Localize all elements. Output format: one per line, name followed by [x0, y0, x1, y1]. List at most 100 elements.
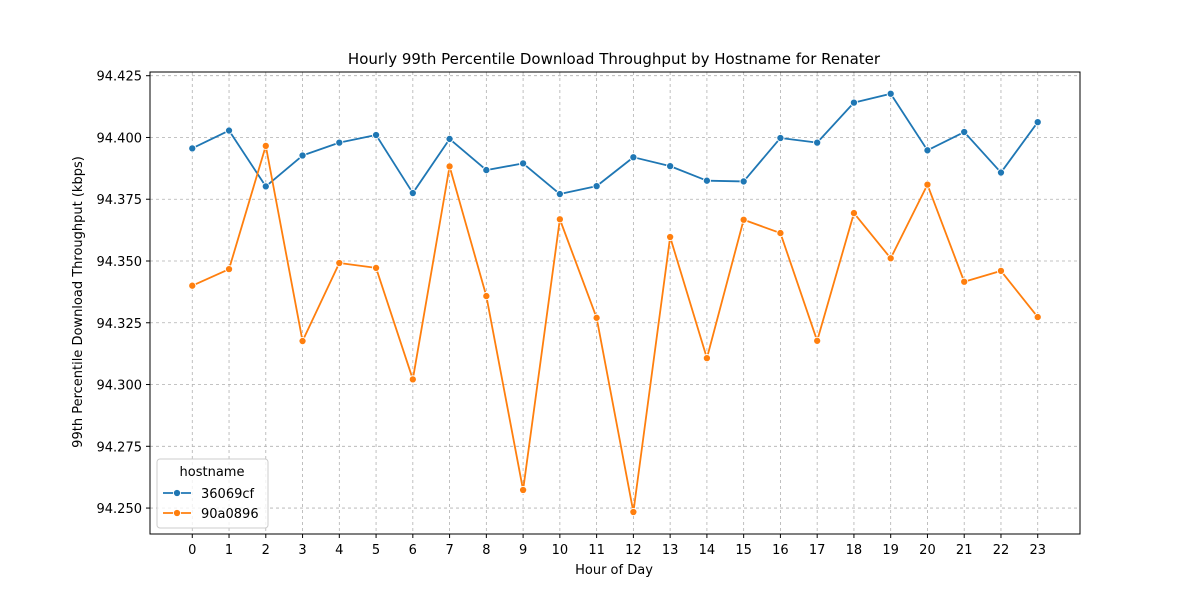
series-36069cf — [188, 89, 1042, 199]
legend-label: 36069cf — [201, 487, 255, 502]
data-point — [592, 182, 601, 191]
data-point — [923, 180, 932, 189]
series-layer — [188, 89, 1042, 517]
legend-entry-90a0896: 90a0896 — [163, 507, 259, 522]
data-point — [776, 133, 785, 143]
y-axis-label: 99th Percentile Download Throughput (kbp… — [71, 156, 86, 448]
x-tick-label: 7 — [445, 543, 453, 558]
x-tick-label: 17 — [809, 543, 826, 558]
data-point — [408, 375, 417, 384]
data-point — [482, 292, 491, 301]
y-tick-label: 94.400 — [97, 131, 143, 146]
legend-label: 90a0896 — [201, 507, 259, 522]
legend-box — [156, 458, 269, 529]
data-point — [224, 265, 234, 274]
x-tick-label: 23 — [1029, 543, 1046, 558]
data-point — [555, 189, 564, 199]
series-line — [191, 92, 1039, 195]
x-tick-label: 13 — [662, 543, 679, 558]
data-point — [666, 162, 675, 171]
axes-frame — [149, 71, 1081, 535]
legend-swatch-marker — [172, 508, 182, 518]
data-point — [849, 209, 858, 218]
data-point — [666, 232, 675, 242]
legend-title: hostname — [180, 465, 245, 480]
data-point — [923, 146, 932, 155]
data-point — [629, 153, 638, 162]
data-point — [996, 266, 1006, 275]
x-tick-label: 0 — [188, 543, 196, 558]
data-point — [445, 162, 454, 171]
x-tick-label: 1 — [225, 543, 233, 558]
series-90a0896 — [188, 141, 1042, 517]
data-point — [776, 229, 785, 238]
x-tick-label: 16 — [772, 543, 789, 558]
y-tick-label: 94.300 — [97, 379, 143, 394]
series-line — [191, 144, 1039, 513]
data-point — [519, 159, 528, 168]
y-tick-label: 94.325 — [97, 317, 143, 332]
x-tick-label: 12 — [625, 543, 642, 558]
data-point — [1033, 313, 1042, 322]
data-point — [224, 126, 234, 135]
data-point — [702, 354, 711, 363]
legend: hostname 36069cf 90a0896 — [156, 458, 269, 529]
data-point — [261, 182, 270, 191]
data-point — [1033, 118, 1042, 127]
x-tick-label: 14 — [699, 543, 716, 558]
x-tick-label: 22 — [993, 543, 1010, 558]
data-point — [298, 336, 307, 346]
y-tick-label: 94.350 — [97, 255, 143, 270]
data-point — [960, 277, 969, 286]
data-point — [849, 98, 858, 107]
data-point — [188, 281, 197, 290]
data-point — [702, 176, 711, 185]
x-tick-label: 21 — [956, 543, 973, 558]
x-tick-label: 10 — [552, 543, 569, 558]
x-tick-label: 19 — [882, 543, 899, 558]
chart-title: Hourly 99th Percentile Download Throughp… — [348, 50, 881, 68]
grid-lines — [150, 72, 1080, 534]
axis-ticks: 0 1 2 3 4 5 6 7 8 9 10 11 12 13 14 15 16 17 18 19 20 21 22 2394… — [97, 70, 1047, 558]
data-point — [519, 485, 528, 495]
data-point — [813, 138, 822, 147]
x-tick-label: 18 — [846, 543, 863, 558]
data-point — [996, 168, 1006, 177]
legend-entry-36069cf: 36069cf — [163, 487, 255, 502]
x-tick-label: 2 — [262, 543, 270, 558]
data-point — [886, 89, 895, 98]
data-point — [261, 141, 270, 150]
data-point — [445, 134, 454, 144]
data-point — [335, 258, 344, 268]
y-tick-label: 94.250 — [97, 502, 143, 517]
x-tick-label: 3 — [298, 543, 306, 558]
data-point — [629, 507, 638, 517]
y-tick-label: 94.275 — [97, 440, 143, 455]
data-point — [960, 127, 969, 137]
x-axis-label: Hour of Day — [575, 563, 653, 578]
legend-swatch-marker — [172, 488, 182, 498]
data-point — [592, 313, 601, 322]
x-tick-label: 5 — [372, 543, 380, 558]
x-tick-label: 8 — [482, 543, 490, 558]
x-tick-label: 20 — [919, 543, 936, 558]
data-point — [886, 254, 895, 263]
x-tick-label: 9 — [519, 543, 527, 558]
data-point — [813, 336, 822, 345]
data-point — [335, 138, 344, 147]
data-point — [482, 166, 491, 175]
data-point — [408, 189, 417, 198]
x-tick-label: 15 — [735, 543, 752, 558]
y-tick-label: 94.425 — [97, 70, 143, 85]
data-point — [188, 144, 197, 153]
data-point — [739, 177, 748, 186]
data-point — [555, 215, 564, 224]
data-point — [372, 263, 381, 272]
x-tick-label: 4 — [335, 543, 343, 558]
data-point — [739, 215, 748, 224]
x-tick-label: 6 — [409, 543, 417, 558]
x-tick-label: 11 — [588, 543, 605, 558]
y-tick-label: 94.375 — [97, 193, 143, 208]
data-point — [372, 130, 381, 140]
